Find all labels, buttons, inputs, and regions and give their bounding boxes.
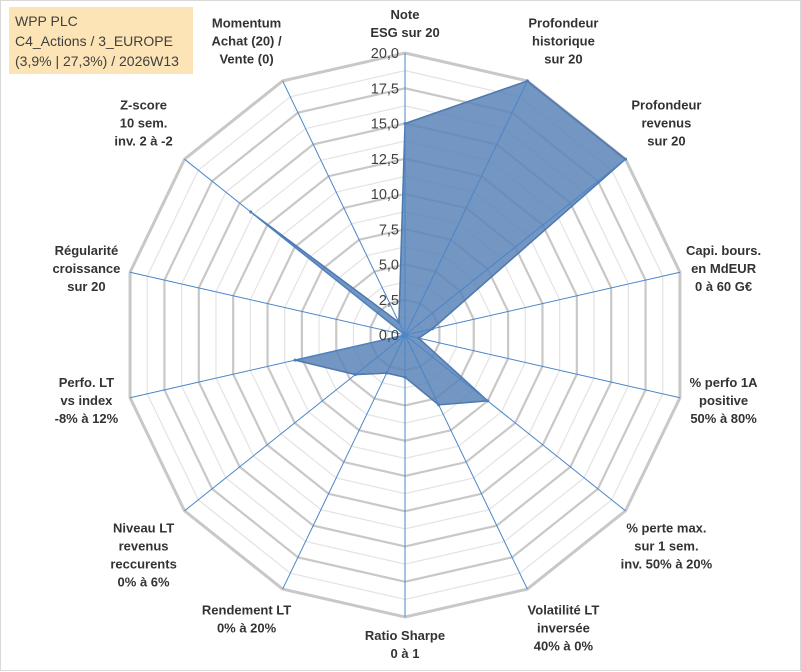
series-area-0 (250, 80, 627, 406)
tick-label: 0,0 (379, 328, 399, 344)
axis-spoke (282, 334, 406, 590)
title-line-company: WPP PLC (15, 13, 78, 29)
axis-label: Z-score 10 sem. inv. 2 à -2 (114, 97, 172, 148)
axis-label-line: Régularité (55, 243, 119, 258)
axis-spoke (404, 80, 528, 336)
axis-label-line: 40% à 0% (534, 639, 594, 654)
tick-label: 20,0 (371, 46, 399, 62)
axis-label-line: 50% à 80% (690, 411, 757, 426)
axis-label-line: Momentum (212, 15, 281, 30)
axis-spoke (404, 271, 681, 336)
axis-label: % perte max. sur 1 sem. inv. 50% à 20% (621, 521, 713, 572)
axis-label-line: Z-score (120, 97, 167, 112)
axis-label-line: inv. 50% à 20% (621, 557, 713, 572)
axis-label: Note ESG sur 20 (370, 7, 439, 40)
axis-label: Profondeur historique sur 20 (528, 15, 598, 66)
axis-label-line: 0 à 60 G€ (695, 279, 752, 294)
axis-label-line: Capi. bours. (686, 243, 761, 258)
axis-spoke (129, 271, 406, 336)
axis-label-line: vs index (60, 393, 113, 408)
axis-label-line: Achat (20) / (212, 33, 282, 48)
axis-spoke (404, 334, 528, 590)
axis-spoke (404, 158, 626, 336)
axis-label: Capi. bours. en MdEUR 0 à 60 G€ (686, 243, 761, 294)
axis-spoke (184, 158, 406, 336)
axis-label-line: sur 20 (647, 133, 685, 148)
axis-label-line: croissance (52, 261, 120, 276)
axis-label: % perfo 1A positive 50% à 80% (690, 375, 759, 426)
axis-label-line: positive (699, 393, 748, 408)
axis-label-line: Ratio Sharpe (365, 628, 445, 643)
tick-label: 7,5 (379, 222, 399, 238)
tick-label: 12,5 (371, 152, 399, 168)
axis-label-line: Volatilité LT (528, 603, 600, 618)
axis-label-line: 0 à 1 (391, 646, 420, 661)
axis-spoke (404, 334, 626, 512)
tick-label: 10,0 (371, 187, 399, 203)
axis-spoke (184, 334, 406, 512)
axis-label-line: sur 1 sem. (634, 539, 698, 554)
axis-label-line: Rendement LT (202, 603, 291, 618)
axis-label-line: 0% à 20% (217, 621, 277, 636)
axis-label-line: Niveau LT (113, 521, 174, 536)
axis-label: Volatilité LT inversée 40% à 0% (528, 603, 600, 654)
axis-label-line: revenus (119, 539, 169, 554)
tick-label: 2,5 (379, 293, 399, 309)
axis-label-line: Perfo. LT (59, 375, 114, 390)
axis-label-line: inv. 2 à -2 (114, 133, 172, 148)
axis-label: Régularité croissance sur 20 (52, 243, 120, 294)
axis-label: Perfo. LT vs index -8% à 12% (55, 375, 119, 426)
chart-title-box: WPP PLC C4_Actions / 3_EUROPE (3,9% | 27… (9, 7, 193, 74)
axis-label-line: reccurents (110, 557, 176, 572)
axis-spoke (404, 334, 681, 399)
axis-label: Niveau LT revenus reccurents 0% à 6% (110, 521, 176, 590)
axis-label-line: 0% à 6% (118, 575, 170, 590)
title-line-stats: (3,9% | 27,3%) / 2026W13 (15, 53, 179, 69)
axis-label-line: sur 20 (544, 51, 582, 66)
axis-label-line: inversée (537, 621, 590, 636)
axis-label-line: revenus (641, 115, 691, 130)
axis-label-line: Vente (0) (219, 51, 273, 66)
axis-label-line: -8% à 12% (55, 411, 119, 426)
tick-label: 17,5 (371, 81, 399, 97)
axis-spoke (129, 334, 406, 399)
axis-labels: Note ESG sur 20 Profondeur historique sur 20… (52, 7, 761, 661)
axis-label-line: 10 sem. (120, 115, 168, 130)
tick-label: 15,0 (371, 117, 399, 133)
axis-label-line: % perte max. (626, 521, 706, 536)
axis-spoke (282, 80, 406, 336)
axis-label-line: Profondeur (528, 15, 598, 30)
radial-tick-labels: 0,0 2,5 5,0 7,5 10,0 12,5 15,0 17,5 20,0 (371, 46, 399, 344)
tick-label: 5,0 (379, 258, 399, 274)
axis-label-line: Note (391, 7, 420, 22)
axis-label-line: en MdEUR (691, 261, 757, 276)
axis-label-line: sur 20 (67, 279, 105, 294)
radar-spokes (129, 53, 681, 617)
title-line-category: C4_Actions / 3_EUROPE (15, 33, 173, 49)
axis-label: Rendement LT 0% à 20% (202, 603, 291, 636)
axis-label: Momentum Achat (20) / Vente (0) (212, 15, 282, 66)
axis-label-line: ESG sur 20 (370, 25, 439, 40)
axis-label-line: % perfo 1A (690, 375, 759, 390)
axis-label: Profondeur revenus sur 20 (631, 97, 701, 148)
axis-label-line: Profondeur (631, 97, 701, 112)
axis-label: Ratio Sharpe 0 à 1 (365, 628, 445, 661)
axis-label-line: historique (532, 33, 595, 48)
